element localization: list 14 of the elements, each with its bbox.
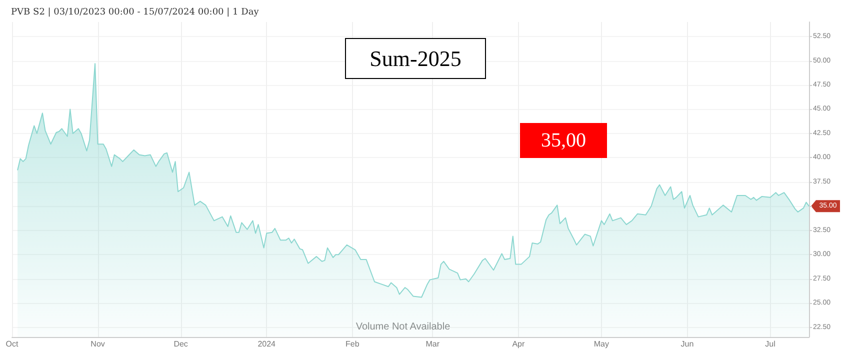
annotation: Volume Not Available <box>356 322 451 332</box>
x-tick-label: 2024 <box>258 340 276 348</box>
x-tick-label: Feb <box>345 340 360 348</box>
x-tick-label: Mar <box>426 340 440 348</box>
x-tick-label: Oct <box>6 340 19 348</box>
x-tick-label: Jun <box>680 340 694 348</box>
x-tick-label: May <box>594 340 610 348</box>
x-tick-label: Apr <box>512 340 525 348</box>
annotation: Sum-2025 <box>370 46 462 71</box>
x-tick-label: Dec <box>174 340 188 348</box>
x-tick-label: Nov <box>90 340 105 348</box>
annotation: 35,00 <box>541 130 586 152</box>
x-tick-label: Jul <box>765 340 776 348</box>
chart-title: PVB S2 | 03/10/2023 00:00 - 15/07/2024 00:00 | 1 Day <box>11 8 260 18</box>
